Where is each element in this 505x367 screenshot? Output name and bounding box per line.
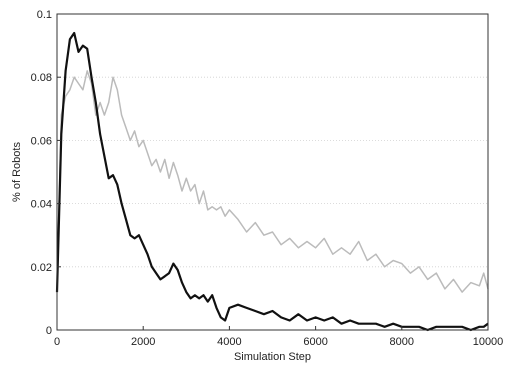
tick-labels: 0 2000 4000 6000 8000 10000 0 0.02 0.04 0.06 0.08 0… [31,9,504,348]
x-tick-label: 0 [54,336,60,348]
x-tick-label: 8000 [390,336,414,348]
y-tick-label: 0.04 [31,199,52,211]
y-axis-title: % of Robots [11,142,23,202]
x-axis-title: Simulation Step [234,351,311,363]
axes [57,14,488,330]
y-tick-label: 0.06 [31,135,52,147]
x-tick-label: 4000 [217,336,241,348]
y-tick-label: 0.02 [31,262,52,274]
grid [57,14,488,267]
x-tick-label: 6000 [303,336,327,348]
y-tick-label: 0.08 [31,72,52,84]
y-tick-label: 0.1 [37,9,52,21]
x-tick-label: 2000 [131,336,155,348]
series-line-1 [57,71,488,292]
y-tick-label: 0 [46,325,52,337]
x-tick-label: 10000 [473,336,504,348]
plot-area [57,14,488,330]
